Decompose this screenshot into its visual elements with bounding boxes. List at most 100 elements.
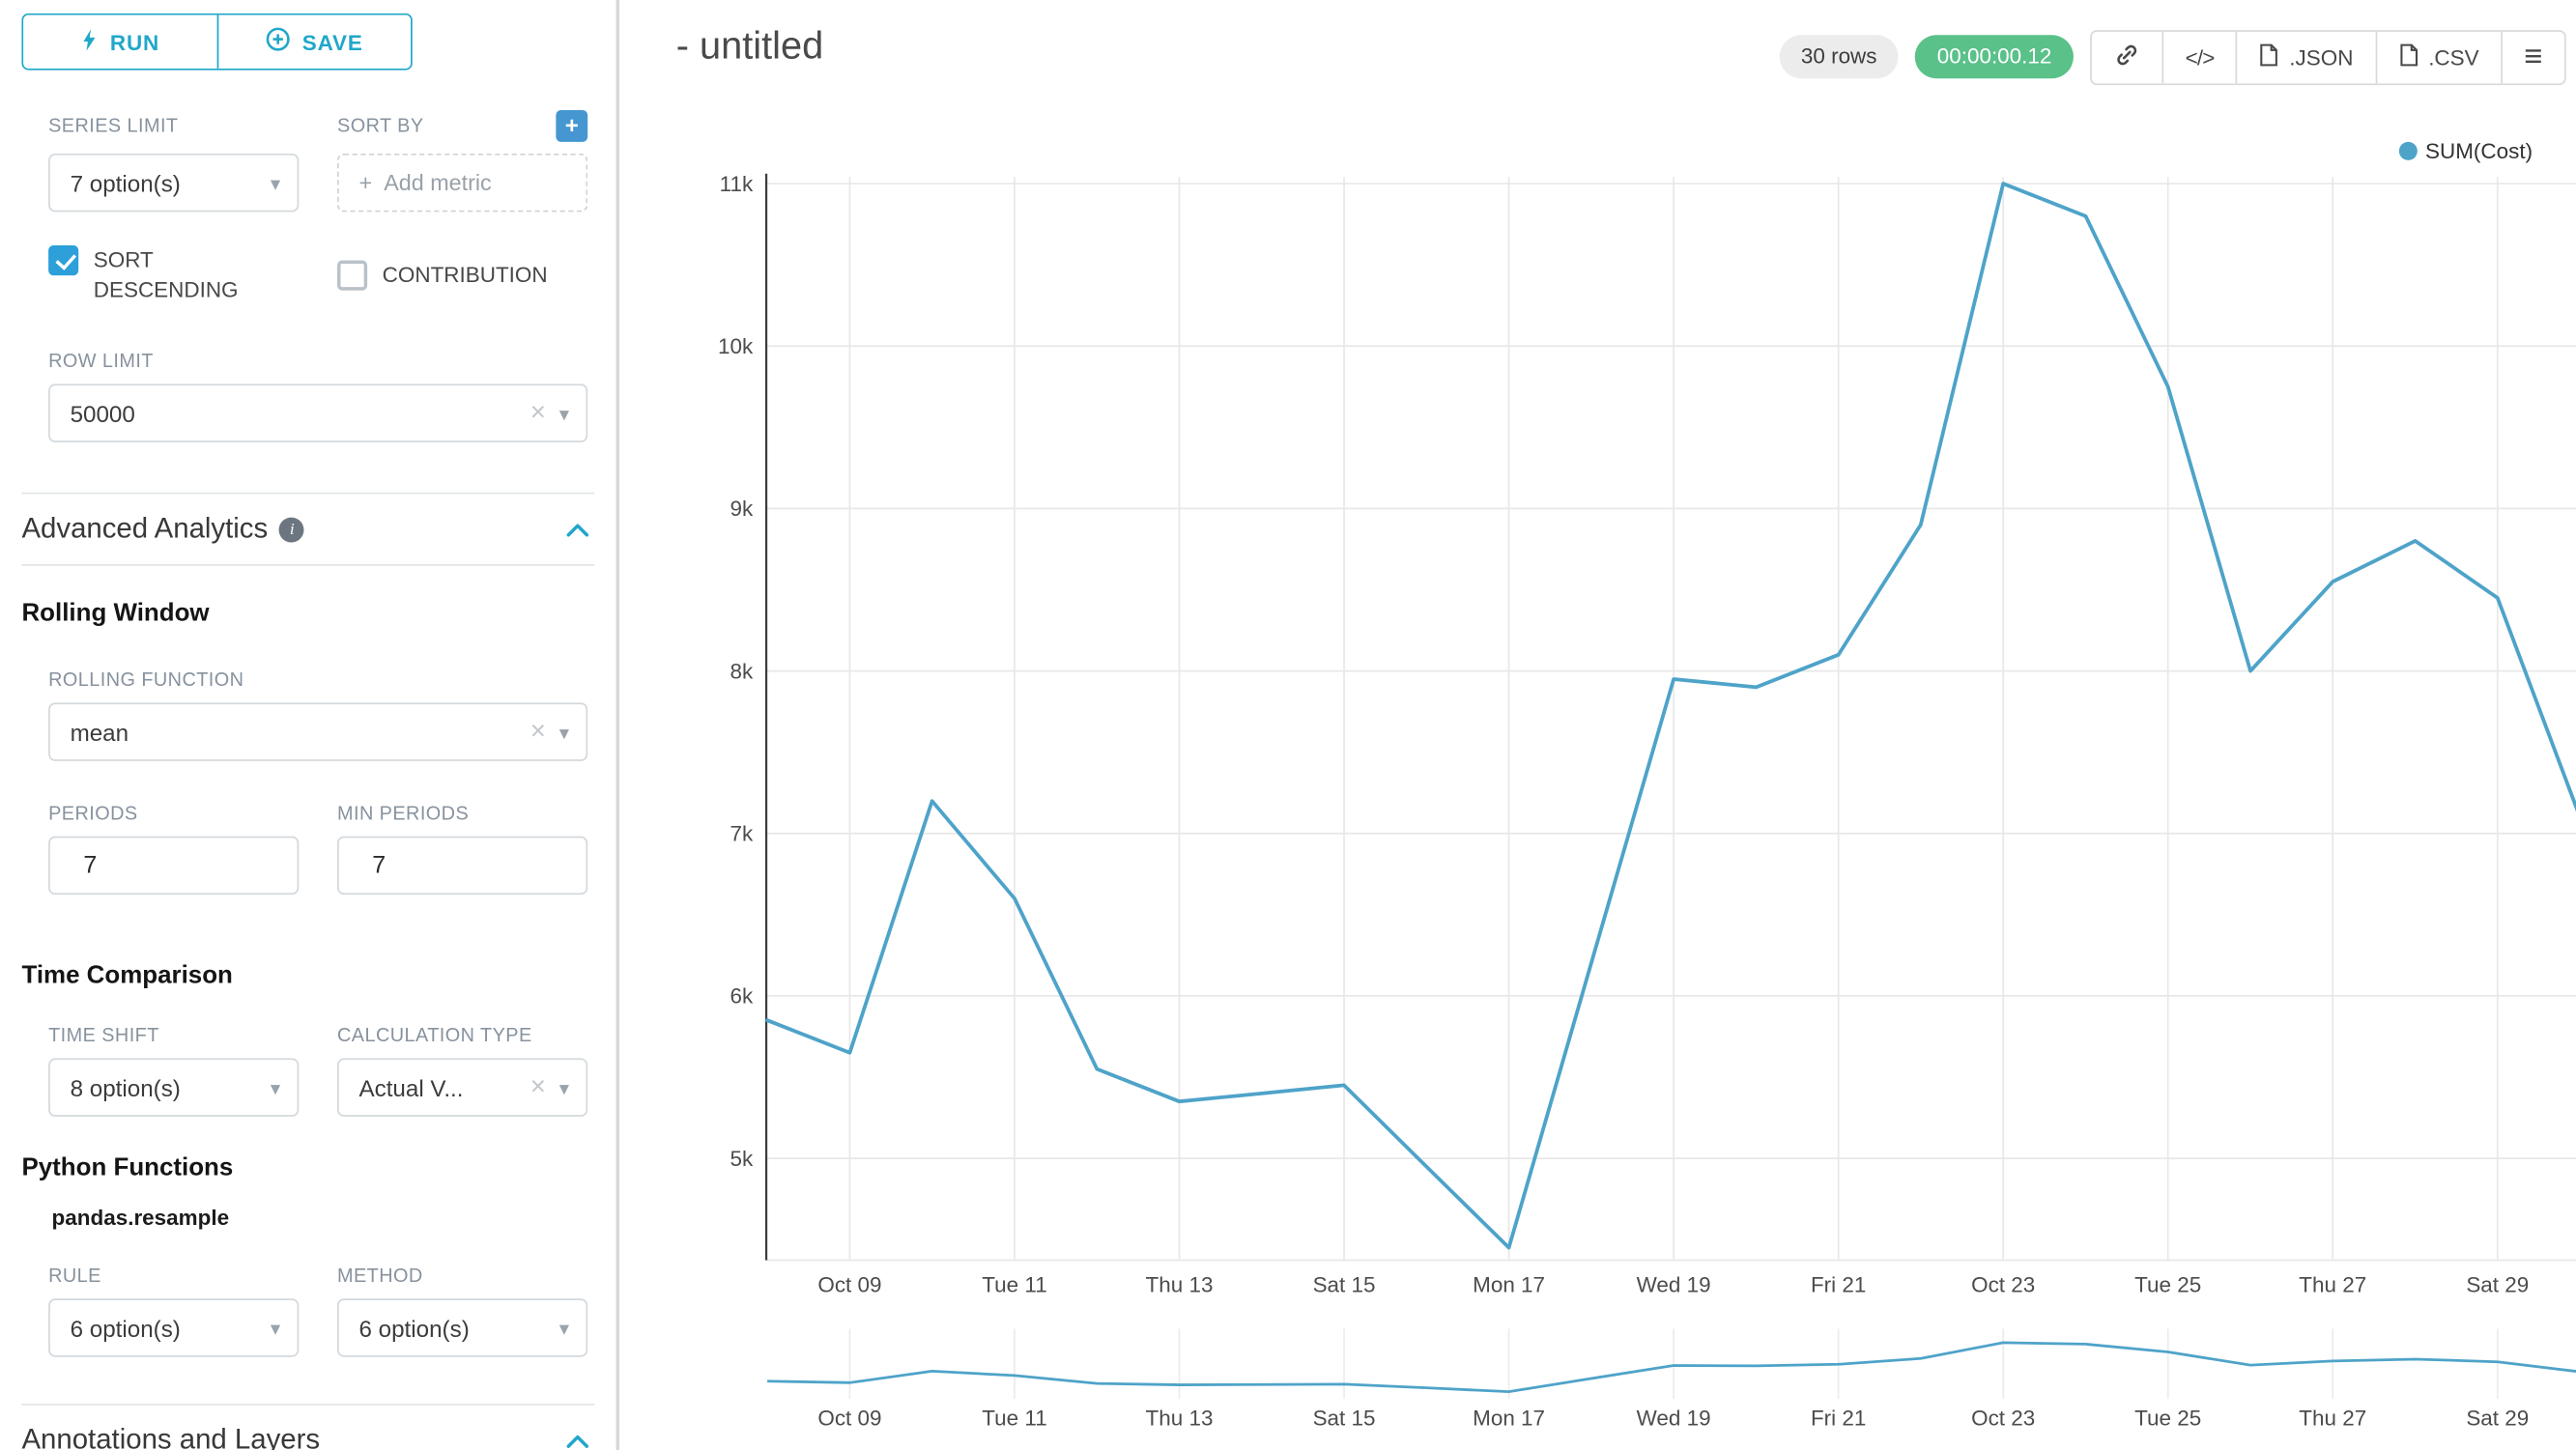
sort-descending-option[interactable]: SORT DESCENDING xyxy=(48,244,299,306)
advanced-analytics-title: Advanced Analytics xyxy=(21,513,269,545)
time-shift-select[interactable]: 8 option(s) ▾ xyxy=(48,1059,300,1118)
annotations-header[interactable]: Annotations and Layers xyxy=(21,1406,594,1450)
rolling-function-select[interactable]: mean × ▾ xyxy=(48,703,588,762)
sort-by-label-row: SORT BY + xyxy=(337,110,588,142)
svg-text:Tue 25: Tue 25 xyxy=(2134,1407,2201,1431)
min-periods-label: MIN PERIODS xyxy=(337,805,470,826)
legend-item[interactable]: SUM(Cost) xyxy=(2398,138,2533,163)
sort-by-add-metric[interactable]: + Add metric xyxy=(337,153,588,213)
rule-label: RULE xyxy=(48,1267,101,1288)
svg-text:7k: 7k xyxy=(730,822,754,846)
contribution-checkbox[interactable] xyxy=(337,260,368,291)
chevron-down-icon: ▾ xyxy=(270,1317,281,1341)
add-sort-by-button[interactable]: + xyxy=(556,110,588,142)
clear-icon[interactable]: × xyxy=(530,398,546,428)
series-limit-select[interactable]: 7 option(s) ▾ xyxy=(48,153,300,213)
row-limit-select[interactable]: 50000 × ▾ xyxy=(48,384,588,443)
time-shift-label: TIME SHIFT xyxy=(48,1027,159,1047)
menu-button[interactable]: ≡ xyxy=(2501,30,2564,83)
time-shift-value: 8 option(s) xyxy=(70,1074,181,1102)
svg-text:Thu 13: Thu 13 xyxy=(1146,1407,1214,1431)
svg-text:Fri 21: Fri 21 xyxy=(1811,1272,1866,1296)
results-toolbar: 30 rows 00:00:00.12 </> .JSON xyxy=(1779,28,2566,85)
export-button-group: </> .JSON .CSV ≡ xyxy=(2090,29,2566,85)
export-json-button[interactable]: .JSON xyxy=(2235,30,2375,83)
control-panel: RUN SAVE SERIES LIMIT SORT BY + 7 option… xyxy=(0,0,620,1450)
link-icon xyxy=(2113,41,2140,72)
checkbox-row: SORT DESCENDING CONTRIBUTION xyxy=(48,244,594,306)
export-csv-button[interactable]: .CSV xyxy=(2374,30,2502,83)
rolling-function-field: ROLLING FUNCTION mean × ▾ xyxy=(48,671,594,762)
rule-select[interactable]: 6 option(s) ▾ xyxy=(48,1298,300,1358)
bolt-icon xyxy=(80,28,99,56)
svg-text:Wed 19: Wed 19 xyxy=(1637,1272,1711,1296)
svg-text:6k: 6k xyxy=(730,984,754,1009)
min-periods-input[interactable] xyxy=(337,837,588,896)
chevron-up-icon[interactable] xyxy=(566,1434,589,1449)
svg-text:5k: 5k xyxy=(730,1147,754,1171)
run-button[interactable]: RUN xyxy=(23,14,216,69)
chevron-down-icon: ▾ xyxy=(270,171,281,195)
rule-method-row: RULE METHOD 6 option(s) ▾ 6 option(s) ▾ xyxy=(48,1267,594,1358)
svg-text:11k: 11k xyxy=(720,172,754,196)
chevron-up-icon[interactable] xyxy=(566,523,589,538)
code-icon: </> xyxy=(2185,43,2216,70)
divider xyxy=(21,493,595,496)
divider xyxy=(21,1404,595,1407)
info-icon xyxy=(279,517,305,543)
export-json-label: .JSON xyxy=(2289,43,2354,70)
svg-text:9k: 9k xyxy=(730,497,754,521)
calculation-type-label: CALCULATION TYPE xyxy=(337,1027,532,1047)
periods-input[interactable] xyxy=(48,837,300,896)
clear-icon[interactable]: × xyxy=(530,1072,546,1102)
rolling-function-label: ROLLING FUNCTION xyxy=(48,671,244,692)
python-functions-subtitle: pandas.resample xyxy=(51,1206,230,1232)
row-limit-value: 50000 xyxy=(70,400,135,428)
row-count-badge: 30 rows xyxy=(1779,35,1899,79)
svg-text:Sat 15: Sat 15 xyxy=(1313,1407,1376,1431)
time-comparison-title: Time Comparison xyxy=(21,961,233,991)
rule-value: 6 option(s) xyxy=(70,1315,181,1342)
divider xyxy=(21,564,595,567)
svg-text:Oct 09: Oct 09 xyxy=(817,1272,881,1296)
svg-text:Thu 13: Thu 13 xyxy=(1146,1272,1214,1296)
svg-text:Sat 29: Sat 29 xyxy=(2466,1407,2529,1431)
rolling-function-value: mean xyxy=(70,719,129,747)
periods-label: PERIODS xyxy=(48,805,138,826)
sort-descending-checkbox[interactable] xyxy=(48,244,79,276)
embed-code-button[interactable]: </> xyxy=(2161,30,2236,83)
chevron-down-icon: ▾ xyxy=(558,1317,570,1341)
periods-row: PERIODS MIN PERIODS xyxy=(48,805,594,896)
export-csv-label: .CSV xyxy=(2428,43,2479,70)
svg-text:Mon 17: Mon 17 xyxy=(1473,1272,1545,1296)
clear-icon[interactable]: × xyxy=(530,717,546,747)
rolling-window-title: Rolling Window xyxy=(21,599,210,629)
svg-text:Tue 11: Tue 11 xyxy=(982,1272,1046,1296)
method-select[interactable]: 6 option(s) ▾ xyxy=(337,1298,588,1358)
svg-text:Sat 15: Sat 15 xyxy=(1313,1272,1376,1296)
run-button-label: RUN xyxy=(109,29,160,55)
plus-icon: + xyxy=(358,170,373,196)
mini-chart[interactable]: Oct 09 Tue 11 Thu 13 Sat 15 Mon 17 Wed 19 Fri … xyxy=(684,1328,2576,1436)
svg-text:Sat 29: Sat 29 xyxy=(2466,1272,2529,1296)
contribution-label: CONTRIBUTION xyxy=(382,262,548,288)
save-button[interactable]: SAVE xyxy=(215,14,412,69)
svg-text:Wed 19: Wed 19 xyxy=(1637,1407,1711,1431)
main-chart[interactable]: 5k 6k 7k 8k 9k 10k 11k Oct 09 Tue 11 Thu 13 Sat 15… xyxy=(684,163,2576,1315)
add-metric-placeholder: Add metric xyxy=(384,170,492,196)
query-action-group: RUN SAVE xyxy=(21,13,413,71)
chevron-down-icon: ▾ xyxy=(270,1076,281,1100)
chevron-down-icon: ▾ xyxy=(558,402,570,426)
chart-title[interactable]: - untitled xyxy=(675,23,824,68)
contribution-option[interactable]: CONTRIBUTION xyxy=(337,260,587,291)
calculation-type-select[interactable]: Actual V... × ▾ xyxy=(337,1059,588,1118)
save-button-label: SAVE xyxy=(301,29,363,55)
method-label: METHOD xyxy=(337,1267,423,1288)
advanced-analytics-header[interactable]: Advanced Analytics xyxy=(21,495,594,565)
copy-link-button[interactable] xyxy=(2091,30,2162,83)
row-limit-label: ROW LIMIT xyxy=(48,353,154,373)
sort-descending-label: SORT DESCENDING xyxy=(93,246,239,303)
svg-text:Thu 27: Thu 27 xyxy=(2299,1272,2366,1296)
chevron-down-icon: ▾ xyxy=(558,1076,570,1100)
